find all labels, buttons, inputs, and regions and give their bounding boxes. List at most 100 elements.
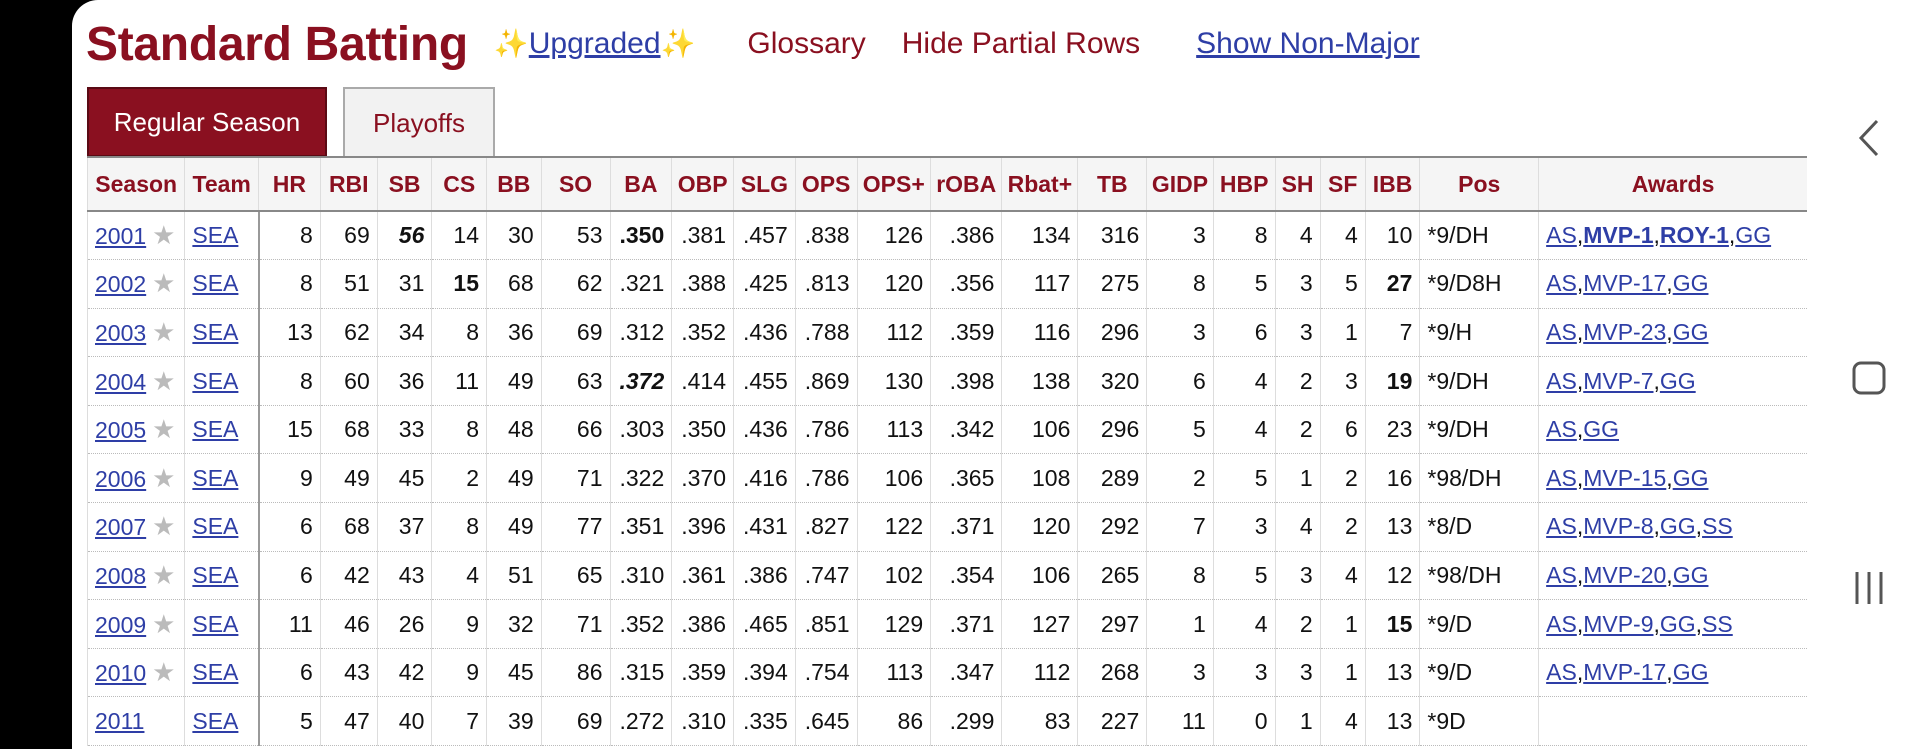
- season-link[interactable]: 2003: [95, 319, 147, 346]
- season-link[interactable]: 2001: [95, 223, 147, 250]
- award-link[interactable]: ROY-1: [1659, 222, 1729, 249]
- back-button[interactable]: [1817, 110, 1920, 166]
- position-cell: *9/D: [1419, 648, 1539, 698]
- column-header-gidp[interactable]: GIDP: [1146, 156, 1214, 212]
- hide-partial-rows-link[interactable]: Hide Partial Rows: [901, 27, 1141, 60]
- column-header-ibb[interactable]: IBB: [1364, 156, 1420, 212]
- award-link[interactable]: AS: [1546, 270, 1577, 297]
- award-link[interactable]: MVP-15: [1583, 464, 1667, 491]
- season-link[interactable]: 2009: [95, 611, 147, 638]
- upgraded-link[interactable]: Upgraded: [528, 27, 661, 60]
- show-non-major-link[interactable]: Show Non-Major: [1196, 27, 1420, 60]
- stat-cell-hr: 15: [258, 405, 321, 455]
- team-link[interactable]: SEA: [192, 222, 239, 249]
- column-header-pos[interactable]: Pos: [1419, 156, 1539, 212]
- award-link[interactable]: AS: [1546, 610, 1577, 637]
- award-link[interactable]: AS: [1546, 561, 1577, 588]
- award-link[interactable]: AS: [1546, 659, 1577, 686]
- award-link[interactable]: AS: [1546, 513, 1577, 540]
- stat-cell-ba: .321: [609, 259, 672, 309]
- tab-playoffs[interactable]: Playoffs: [343, 87, 495, 157]
- stat-cell-obp: .388: [671, 259, 734, 309]
- award-link[interactable]: SS: [1702, 610, 1733, 637]
- award-link[interactable]: GG: [1583, 416, 1619, 443]
- column-header-so[interactable]: SO: [540, 156, 610, 212]
- award-link[interactable]: MVP-23: [1583, 318, 1667, 345]
- award-link[interactable]: AS: [1546, 416, 1577, 443]
- award-link[interactable]: GG: [1659, 610, 1696, 637]
- award-link[interactable]: AS: [1546, 222, 1577, 249]
- award-link[interactable]: GG: [1672, 464, 1709, 491]
- column-header-hr[interactable]: HR: [258, 156, 321, 212]
- award-link[interactable]: GG: [1672, 561, 1709, 588]
- stat-cell-rbi: 42: [319, 551, 378, 601]
- column-header-ops[interactable]: OPS: [794, 156, 857, 212]
- column-header-tb[interactable]: TB: [1077, 156, 1147, 212]
- award-link[interactable]: MVP-17: [1583, 270, 1667, 297]
- team-link[interactable]: SEA: [192, 610, 239, 637]
- column-header-obp[interactable]: OBP: [671, 156, 734, 212]
- season-link[interactable]: 2011: [95, 707, 145, 734]
- season-link[interactable]: 2006: [95, 465, 147, 492]
- award-link[interactable]: GG: [1672, 270, 1709, 297]
- team-link[interactable]: SEA: [192, 659, 239, 686]
- column-header-roba[interactable]: rOBA: [930, 156, 1002, 212]
- award-link[interactable]: GG: [1672, 318, 1709, 345]
- column-header-sh[interactable]: SH: [1274, 156, 1321, 212]
- award-link[interactable]: MVP-9: [1583, 610, 1654, 637]
- award-link[interactable]: SS: [1702, 513, 1733, 540]
- recents-button[interactable]: [1817, 560, 1920, 616]
- team-link[interactable]: SEA: [192, 707, 239, 734]
- table-row: 2008 ★ SEA 6 42 43 4 51 65.310.361.386.747 102.35…: [86, 551, 1807, 601]
- award-link[interactable]: GG: [1672, 659, 1709, 686]
- team-link[interactable]: SEA: [192, 464, 239, 491]
- team-link[interactable]: SEA: [192, 561, 239, 588]
- column-header-cs[interactable]: CS: [431, 156, 487, 212]
- team-cell: SEA: [184, 259, 260, 309]
- stat-cell-ops: .813: [794, 259, 857, 309]
- column-header-team[interactable]: Team: [184, 156, 259, 212]
- column-header-bb[interactable]: BB: [486, 156, 542, 212]
- award-link[interactable]: MVP-7: [1583, 367, 1654, 394]
- award-link[interactable]: MVP-8: [1583, 513, 1654, 540]
- stat-cell-ops: .788: [794, 308, 857, 358]
- column-header-sb[interactable]: SB: [376, 156, 432, 212]
- season-link[interactable]: 2010: [95, 660, 147, 687]
- season-link[interactable]: 2004: [95, 368, 147, 395]
- column-header-ba[interactable]: BA: [609, 156, 672, 212]
- table-body: 2001 ★ SEA 8 69 56 14 30 53.350.381.457.838 126.3…: [86, 211, 1807, 747]
- award-link[interactable]: GG: [1659, 367, 1696, 394]
- team-link[interactable]: SEA: [192, 318, 239, 345]
- award-link[interactable]: MVP-17: [1583, 659, 1667, 686]
- team-link[interactable]: SEA: [192, 416, 239, 443]
- column-header-hbp[interactable]: HBP: [1212, 156, 1275, 212]
- team-link[interactable]: SEA: [192, 513, 239, 540]
- upgraded-badge[interactable]: ✨Upgraded✨: [494, 27, 696, 61]
- team-link[interactable]: SEA: [192, 270, 239, 297]
- glossary-link[interactable]: Glossary: [747, 27, 866, 60]
- position-cell: *9D: [1419, 696, 1539, 747]
- column-header-awards[interactable]: Awards: [1538, 156, 1807, 212]
- award-link[interactable]: GG: [1659, 513, 1696, 540]
- award-link[interactable]: MVP-20: [1583, 561, 1667, 588]
- tab-regular-season[interactable]: Regular Season: [87, 87, 327, 157]
- column-header-rbi[interactable]: RBI: [319, 156, 378, 212]
- season-link[interactable]: 2007: [95, 514, 147, 541]
- award-link[interactable]: GG: [1735, 222, 1772, 249]
- award-link[interactable]: AS: [1546, 367, 1577, 394]
- home-button[interactable]: [1817, 350, 1920, 406]
- column-header-sf[interactable]: SF: [1319, 156, 1366, 212]
- column-header-slg[interactable]: SLG: [733, 156, 796, 212]
- season-link[interactable]: 2005: [95, 417, 147, 444]
- stat-cell-bb: 32: [486, 599, 542, 649]
- stat-cell-so: 66: [540, 405, 610, 455]
- award-link[interactable]: AS: [1546, 318, 1577, 345]
- column-header-ops-[interactable]: OPS+: [856, 156, 931, 212]
- team-link[interactable]: SEA: [192, 367, 239, 394]
- column-header-season[interactable]: Season: [86, 156, 185, 212]
- season-link[interactable]: 2002: [95, 271, 147, 298]
- season-link[interactable]: 2008: [95, 562, 147, 589]
- column-header-rbat-[interactable]: Rbat+: [1001, 156, 1078, 212]
- award-link[interactable]: AS: [1546, 464, 1577, 491]
- award-link[interactable]: MVP-1: [1583, 222, 1654, 249]
